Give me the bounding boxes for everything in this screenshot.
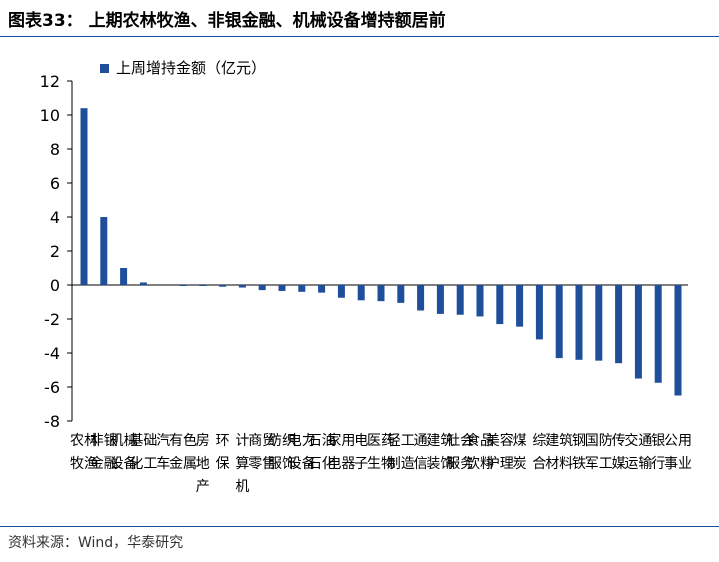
x-tick-label: 机械设备 (110, 433, 138, 472)
y-tick-label: 6 (50, 174, 60, 193)
bar (476, 285, 484, 317)
bar (496, 285, 504, 325)
x-tick-label: 社会服务 (446, 433, 474, 472)
bar (417, 285, 425, 311)
x-tick-label: 通信 (414, 433, 428, 472)
y-tick-label: 12 (40, 72, 60, 91)
x-tick-label: 石油石化 (308, 433, 336, 472)
source-note: 资料来源：Wind，华泰研究 (8, 535, 184, 551)
bar (575, 285, 583, 360)
footer-divider (0, 526, 719, 527)
bar (337, 285, 345, 298)
bar (535, 285, 543, 340)
bar (456, 285, 464, 315)
bar (436, 285, 444, 314)
legend: 上周增持金额（亿元） (100, 59, 266, 77)
bar (615, 285, 623, 364)
bar (674, 285, 682, 396)
legend-label: 上周增持金额（亿元） (116, 59, 266, 77)
x-tick-label: 交通运输 (624, 432, 652, 472)
x-tick-label: 钢铁 (572, 433, 586, 472)
y-axis: 12 10 8 6 4 2 0 -2 -4 -6 -8 (40, 72, 688, 431)
y-tick-label: 4 (50, 208, 60, 227)
y-tick-label: -8 (44, 412, 60, 431)
bar (139, 282, 147, 285)
bar (298, 285, 306, 292)
bar (397, 285, 405, 303)
y-tick-label: -2 (44, 310, 60, 329)
bar (377, 285, 385, 302)
x-tick-label: 轻工制造 (387, 433, 415, 472)
x-tick-label: 综合 (532, 433, 546, 472)
bar (258, 285, 266, 291)
bar (278, 285, 286, 291)
x-tick-label: 电力设备 (288, 433, 316, 472)
figure-title: 图表33： 上期农林牧渔、非银金融、机械设备增持额居前 (8, 11, 446, 31)
x-tick-label: 银行 (651, 433, 665, 472)
x-axis-labels: 农林牧渔非银金融机械设备基础化工汽车有色金属房地产环保计算机商贸零售纺织服饰电力… (70, 432, 692, 495)
x-tick-label: 国防军工 (585, 433, 613, 472)
y-tick-label: 0 (50, 276, 60, 295)
bar (100, 217, 108, 285)
y-tick-label: 8 (50, 140, 60, 159)
bar (179, 285, 187, 286)
bar (595, 285, 603, 361)
x-tick-label: 基础化工 (129, 432, 157, 472)
x-tick-label: 美容护理 (486, 432, 514, 472)
legend-swatch (100, 64, 109, 73)
x-tick-label: 传媒 (612, 433, 626, 472)
x-tick-label: 环保 (216, 433, 230, 472)
x-tick-label: 有色金属 (169, 432, 197, 472)
bar (318, 285, 326, 293)
bar (238, 285, 246, 288)
bar (80, 108, 88, 285)
x-tick-label: 医药生物 (367, 433, 395, 472)
bar (555, 285, 563, 359)
x-tick-label: 家用电器 (327, 432, 355, 472)
title-divider (0, 36, 719, 37)
x-tick-label: 煤炭 (513, 433, 527, 472)
bar (199, 285, 207, 286)
x-tick-label: 非银金融 (90, 433, 118, 472)
x-tick-label: 计算机 (235, 433, 249, 495)
bars (80, 108, 682, 396)
y-tick-label: -6 (44, 378, 60, 397)
bar-chart: 上周增持金额（亿元） 12 10 8 6 4 2 0 -2 -4 -6 -8 农林牧渔非银金融机械设… (40, 59, 692, 495)
x-tick-label: 电子 (354, 433, 368, 472)
x-tick-label: 汽车 (156, 433, 170, 472)
x-tick-label: 农林牧渔 (70, 433, 98, 472)
y-tick-label: -4 (44, 344, 60, 363)
bar (654, 285, 662, 383)
x-tick-label: 商贸零售 (248, 433, 276, 472)
bar (634, 285, 642, 379)
y-tick-label: 10 (40, 106, 60, 125)
x-tick-label: 食品饮料 (466, 432, 494, 472)
x-tick-label: 公用事业 (664, 433, 692, 472)
bar (219, 285, 227, 287)
bar (120, 268, 128, 285)
x-tick-label: 房地产 (196, 433, 210, 495)
x-tick-label: 纺织服饰 (268, 433, 296, 472)
y-tick-label: 2 (50, 242, 60, 261)
bar (357, 285, 365, 301)
bar (516, 285, 524, 327)
x-tick-label: 建筑装饰 (426, 433, 454, 472)
x-tick-label: 建筑材料 (545, 433, 573, 472)
